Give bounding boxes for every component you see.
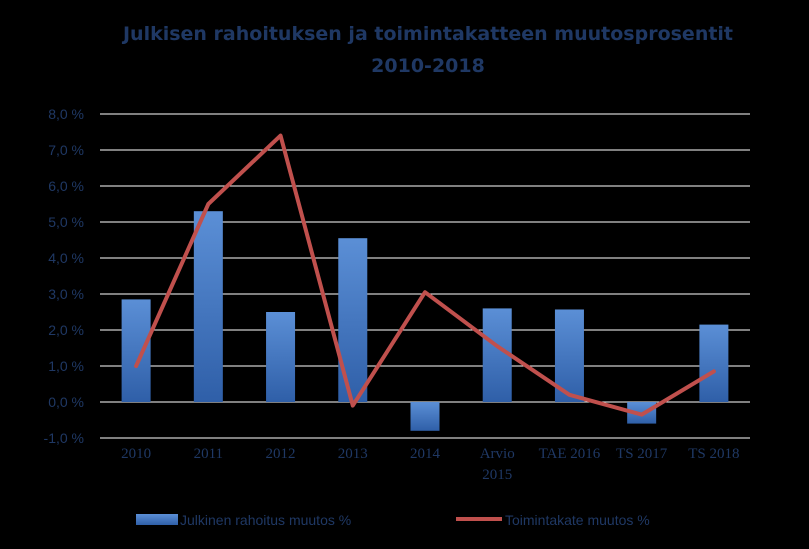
x-tick-label: 2010 [121, 446, 151, 462]
y-axis-ticks: 8,0 % 7,0 % 6,0 % 5,0 % 4,0 % 3,0 % 2,0 % 1,0 %… [44, 106, 84, 446]
y-tick-label: 0,0 % [48, 394, 84, 410]
legend-line-label: Toimintakate muutos % [505, 512, 650, 528]
y-tick-label: 1,0 % [48, 358, 84, 374]
bar-series [121, 211, 729, 431]
x-tick-label: 2014 [410, 446, 441, 462]
chart-title-line-2: 2010-2018 [371, 55, 485, 77]
y-tick-label: 2,0 % [48, 322, 84, 338]
x-tick-label: 2011 [194, 446, 223, 462]
y-tick-label: -1,0 % [44, 430, 84, 446]
y-tick-label: 7,0 % [48, 142, 84, 158]
y-tick-label: 8,0 % [48, 106, 84, 122]
x-tick-label: TS 2018 [688, 446, 739, 462]
x-tick-label: TS 2017 [616, 446, 668, 462]
x-axis-ticks: 2010 2011 2012 2013 2014 Arvio 2015 TAE 2016 TS … [121, 446, 739, 483]
x-tick-label: Arvio [480, 446, 515, 462]
y-tick-label: 3,0 % [48, 286, 84, 302]
legend-bar-swatch [136, 514, 178, 525]
chart-title-line-1: Julkisen rahoituksen ja toimintakatteen … [121, 23, 733, 45]
y-tick-label: 4,0 % [48, 250, 84, 266]
legend-bar-label: Julkinen rahoitus muutos % [180, 512, 351, 528]
legend: Julkinen rahoitus muutos % Toimintakate … [136, 512, 650, 528]
x-tick-label: 2012 [266, 446, 296, 462]
line-series [134, 133, 716, 417]
x-tick-label: 2013 [338, 446, 368, 462]
bar [193, 211, 223, 402]
bar [699, 324, 729, 402]
bar [266, 312, 296, 402]
bar [121, 299, 151, 402]
y-tick-label: 5,0 % [48, 214, 84, 230]
bar [410, 402, 440, 431]
x-tick-label: TAE 2016 [539, 446, 601, 462]
bar [338, 238, 368, 402]
bar [482, 308, 512, 402]
x-tick-label: 2015 [482, 467, 512, 483]
y-tick-label: 6,0 % [48, 178, 84, 194]
